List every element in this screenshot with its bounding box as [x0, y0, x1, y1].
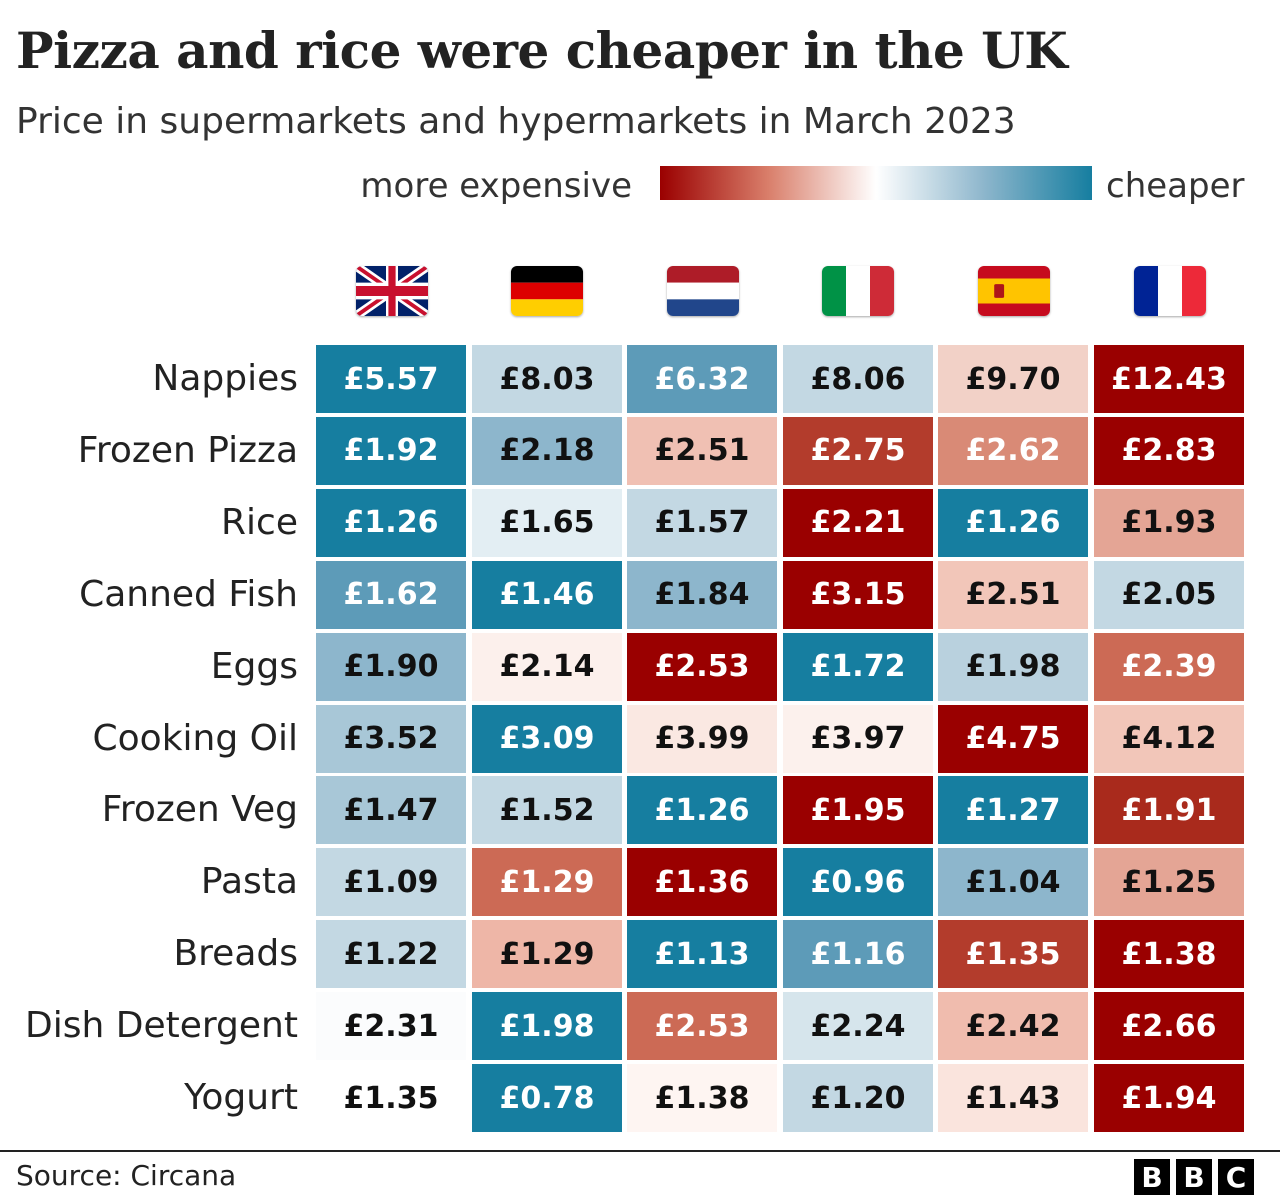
heatmap-cell: £1.65 [472, 488, 622, 557]
legend-expensive-label: more expensive [360, 166, 632, 206]
heatmap-cell: £8.03 [472, 345, 622, 413]
heatmap-cell: £3.52 [316, 704, 466, 773]
bbc-logo: B B C [1134, 1159, 1254, 1195]
heatmap-cell: £1.36 [627, 848, 777, 917]
heatmap-cell: £2.31 [316, 992, 466, 1061]
row-label: Dish Detergent [25, 1005, 298, 1047]
heatmap-cell: £1.04 [938, 848, 1088, 917]
row-label: Rice [221, 501, 298, 543]
logo-letter: C [1218, 1159, 1254, 1195]
heatmap-cell: £8.06 [783, 345, 933, 413]
heatmap-cell: £2.42 [938, 992, 1088, 1061]
italy-flag-icon [822, 266, 894, 316]
netherlands-flag-icon [667, 266, 739, 316]
heatmap-cell: £1.90 [316, 632, 466, 701]
heatmap-cell: £1.98 [472, 992, 622, 1061]
heatmap-cell: £2.05 [1094, 560, 1244, 629]
heatmap-cell: £3.09 [472, 704, 622, 773]
heatmap-cell: £1.29 [472, 920, 622, 989]
logo-letter: B [1176, 1159, 1212, 1195]
heatmap-cell: £1.94 [1094, 1064, 1244, 1132]
heatmap-cell: £1.57 [627, 488, 777, 557]
logo-letter: B [1134, 1159, 1170, 1195]
heatmap-cell: £2.53 [627, 992, 777, 1061]
heatmap-cell: £1.84 [627, 560, 777, 629]
row-label: Pasta [200, 861, 298, 903]
heatmap-cell: £2.83 [1094, 416, 1244, 485]
legend-cheaper-label: cheaper [1106, 166, 1245, 206]
heatmap-cell: £1.26 [316, 488, 466, 557]
heatmap-cell: £1.16 [783, 920, 933, 989]
heatmap-cell: £6.32 [627, 345, 777, 413]
color-legend: more expensive cheaper [0, 164, 1280, 208]
heatmap-cell: £3.15 [783, 560, 933, 629]
heatmap-cell: £1.95 [783, 776, 933, 845]
heatmap-cell: £2.51 [938, 560, 1088, 629]
heatmap-cell: £1.92 [316, 416, 466, 485]
heatmap-cell: £1.62 [316, 560, 466, 629]
france-flag-icon [1134, 266, 1206, 316]
uk-flag-icon [356, 266, 428, 316]
spain-flag-icon [978, 266, 1050, 316]
heatmap-cell: £1.26 [938, 488, 1088, 557]
heatmap-cell: £2.39 [1094, 632, 1244, 701]
heatmap-cell: £1.09 [316, 848, 466, 917]
heatmap-cell: £0.96 [783, 848, 933, 917]
legend-gradient-bar [660, 166, 1092, 200]
row-label: Canned Fish [79, 573, 298, 615]
heatmap-cell: £1.20 [783, 1064, 933, 1132]
heatmap-cell: £1.35 [316, 1064, 466, 1132]
heatmap-cell: £1.47 [316, 776, 466, 845]
row-label: Nappies [152, 358, 298, 399]
heatmap-cell: £1.27 [938, 776, 1088, 845]
heatmap-cell: £2.62 [938, 416, 1088, 485]
heatmap-cell: £1.38 [627, 1064, 777, 1132]
heatmap-cell: £1.13 [627, 920, 777, 989]
heatmap-cell: £1.29 [472, 848, 622, 917]
heatmap-cell: £2.24 [783, 992, 933, 1061]
row-label: Yogurt [184, 1077, 298, 1118]
heatmap-cell: £2.53 [627, 632, 777, 701]
heatmap-cell: £4.75 [938, 704, 1088, 773]
heatmap-cell: £1.25 [1094, 848, 1244, 917]
heatmap-cell: £2.14 [472, 632, 622, 701]
heatmap-cell: £1.91 [1094, 776, 1244, 845]
heatmap-cell: £4.12 [1094, 704, 1244, 773]
row-label: Breads [173, 933, 298, 975]
heatmap-cell: £1.93 [1094, 488, 1244, 557]
row-label: Frozen Veg [101, 789, 298, 831]
heatmap-cell: £1.43 [938, 1064, 1088, 1132]
heatmap-cell: £0.78 [472, 1064, 622, 1132]
heatmap-cell: £9.70 [938, 345, 1088, 413]
row-label: Eggs [210, 645, 298, 687]
heatmap-cell: £12.43 [1094, 345, 1244, 413]
row-label: Frozen Pizza [77, 429, 298, 471]
heatmap-cell: £3.97 [783, 704, 933, 773]
heatmap-cell: £1.22 [316, 920, 466, 989]
heatmap-cell: £5.57 [316, 345, 466, 413]
chart-subtitle: Price in supermarkets and hypermarkets i… [16, 101, 1016, 142]
heatmap-cell: £2.21 [783, 488, 933, 557]
heatmap-cell: £2.51 [627, 416, 777, 485]
heatmap-cell: £1.52 [472, 776, 622, 845]
heatmap-cell: £1.72 [783, 632, 933, 701]
chart-title: Pizza and rice were cheaper in the UK [16, 21, 1068, 80]
heatmap-cell: £1.38 [1094, 920, 1244, 989]
heatmap-cell: £1.26 [627, 776, 777, 845]
heatmap-cell: £2.75 [783, 416, 933, 485]
heatmap-cell: £1.98 [938, 632, 1088, 701]
germany-flag-icon [511, 266, 583, 316]
source-note: Source: Circana [16, 1159, 237, 1192]
row-label: Cooking Oil [92, 717, 299, 759]
heatmap-cell: £2.66 [1094, 992, 1244, 1061]
footer-divider [0, 1150, 1280, 1152]
heatmap-cell: £3.99 [627, 704, 777, 773]
heatmap-cell: £2.18 [472, 416, 622, 485]
heatmap-cell: £1.35 [938, 920, 1088, 989]
heatmap-cell: £1.46 [472, 560, 622, 629]
